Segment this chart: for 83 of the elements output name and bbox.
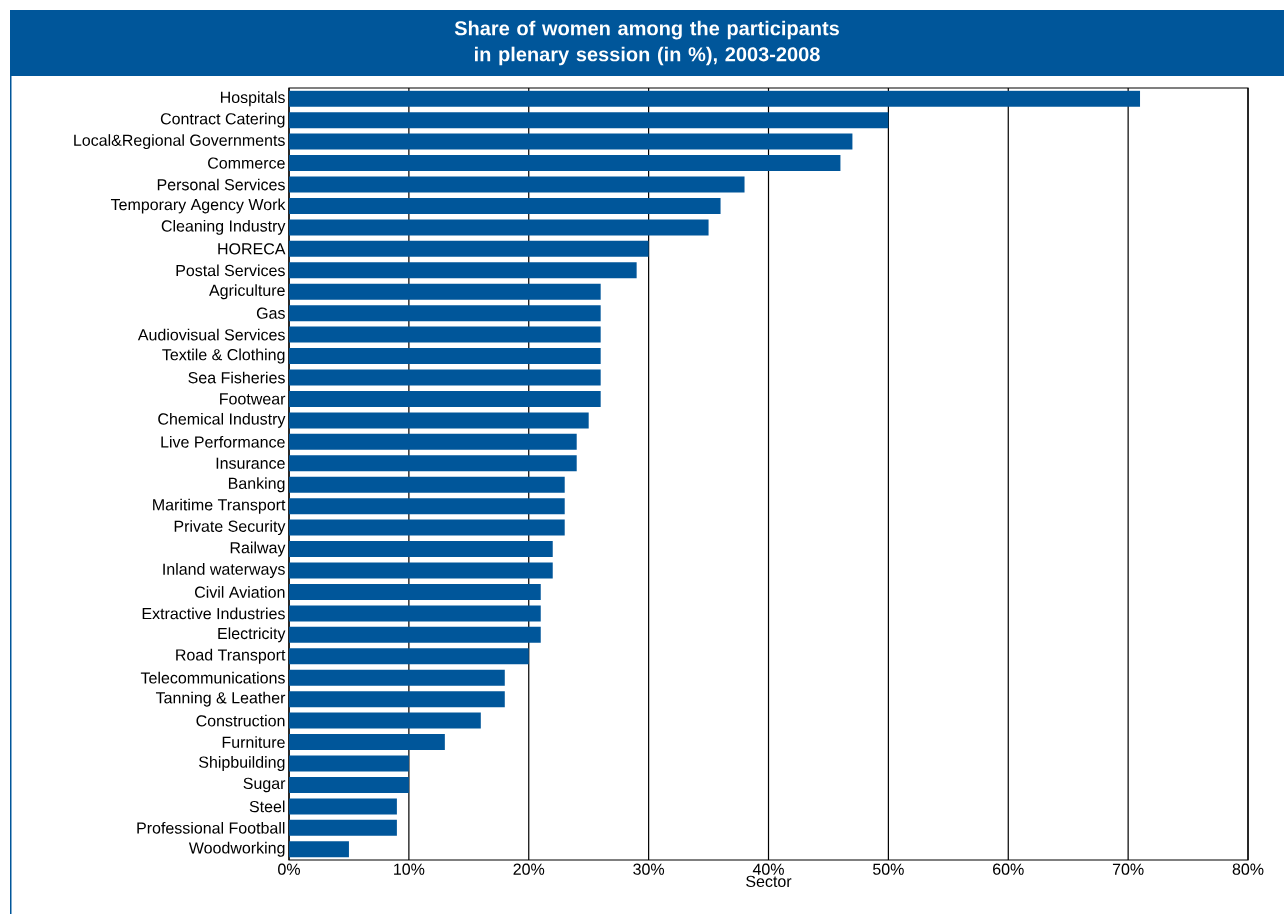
y-tick-label: Audiovisual Services [137,328,285,341]
bar [289,283,601,300]
y-tick-label: Personal Services [157,178,285,191]
chart-title: Share of women among the participants in plenary session (in %), 2003-2008 [454,20,839,66]
bar [289,541,553,558]
y-tick-label: Cleaning Industry [161,219,286,235]
x-tick-label: 70% [1112,863,1144,875]
y-tick-label: Live Performance [161,435,285,448]
x-tick-label: 50% [873,863,904,875]
bar [289,90,1141,107]
bar [289,476,565,493]
bar [289,112,889,129]
y-tick-label: Professional Football [137,821,285,834]
bar [289,669,505,686]
bar [289,176,745,193]
bar [289,390,601,407]
y-tick-label: Sugar [243,777,286,793]
bar [289,841,349,858]
y-tick-label: Extractive Industries [142,607,285,620]
bar [289,219,709,236]
bar [289,734,445,751]
y-tick-label: Banking [228,477,285,493]
x-tick-label: 80% [1232,863,1264,875]
y-tick-label: Postal Services [176,264,285,277]
y-tick-label: Electricity [218,627,286,643]
bar [289,412,589,429]
y-tick-label: Telecommunications [140,671,285,684]
y-tick-label: Civil Aviation [194,586,285,598]
y-tick-label: Railway [230,541,286,557]
bar [289,133,853,150]
bar [289,348,601,365]
y-tick-label: Woodworking [188,841,285,857]
bar [289,326,601,343]
y-tick-label: Inland waterways [163,563,285,578]
x-axis-title: Sector [746,875,792,888]
y-tick-label: Construction [196,714,285,727]
x-tick-label: 60% [993,863,1024,875]
y-tick-label: Sea Fisheries [188,371,285,384]
bar [289,433,577,450]
y-tick-label: Temporary Agency Work [110,198,286,214]
y-tick-label: Steel [249,800,285,813]
bar [289,583,541,600]
y-tick-label: Contract Catering [160,112,285,128]
y-tick-label: Shipbuilding [199,756,285,771]
bar [289,626,541,643]
y-tick-label: Tanning & Leather [155,691,286,707]
x-tick-label: 0% [278,863,300,875]
y-tick-label: Hospitals [220,91,285,107]
bar [289,197,721,214]
bar [289,755,409,772]
y-tick-label: Textile & Clothing [162,348,285,364]
y-tick-label: Road Transport [176,648,286,664]
bar [289,691,505,708]
bar [289,240,649,257]
bar [289,369,601,386]
bar [289,648,529,665]
y-tick-label: Insurance [216,457,285,469]
bar [289,305,601,322]
y-tick-label: Furniture [222,736,285,748]
x-tick-label: 10% [394,863,425,875]
y-tick-label: Maritime Transport [153,498,286,514]
bar [289,798,397,815]
bar [289,605,541,622]
x-tick-label: 20% [513,863,545,875]
bar [289,519,565,536]
bar [289,712,481,729]
bar [289,819,397,836]
y-tick-label: Chemical Industry [158,412,286,428]
y-tick-label: Agriculture [209,284,285,300]
x-tick-label: 40% [752,863,784,875]
x-tick-label: 30% [633,863,665,875]
y-tick-label: Private Security [174,520,286,536]
bar [289,155,841,172]
y-tick-label: Commerce [208,157,285,169]
bar [289,562,553,579]
bar [289,776,409,793]
y-tick-label: Local&Regional Governments [74,134,285,150]
bar [289,498,565,515]
y-tick-label: HORECA [218,243,286,255]
bar [289,262,637,279]
y-tick-label: Footwear [220,393,286,405]
bar [289,455,577,472]
y-tick-label: Gas [256,307,285,319]
